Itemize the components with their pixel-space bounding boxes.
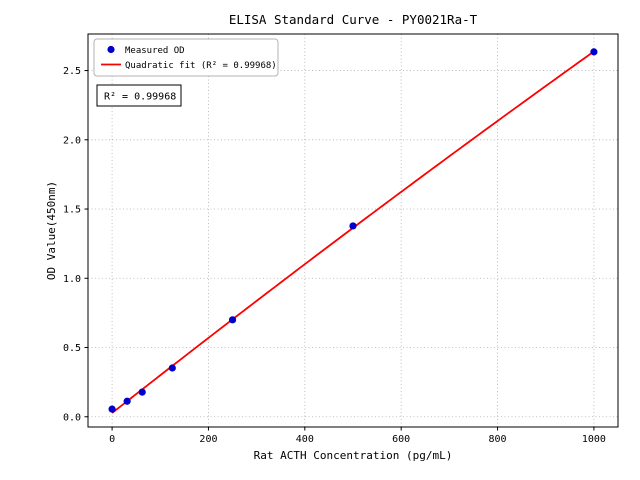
- x-tick-label: 0: [109, 434, 115, 445]
- chart-title: ELISA Standard Curve - PY0021Ra-T: [229, 12, 478, 27]
- x-tick-label: 400: [296, 434, 314, 445]
- measured-od-point: [168, 364, 176, 372]
- x-tick-label: 600: [392, 434, 410, 445]
- legend-box: [93, 38, 279, 77]
- r-squared-annotation-box: [96, 84, 182, 107]
- measured-od-point: [123, 397, 131, 405]
- legend-label-quadratic-fit: Quadratic fit (R² = 0.99968): [125, 61, 277, 71]
- legend-label-measured-od: Measured OD: [125, 46, 185, 56]
- y-axis-label: OD Value(450nm): [45, 181, 58, 280]
- measured-od-point: [228, 316, 237, 324]
- measured-od-point: [138, 388, 146, 396]
- r-squared-annotation-text: R² = 0.99968: [104, 92, 176, 103]
- y-tick-label: 0.0: [63, 412, 81, 423]
- measured-od-point: [590, 48, 598, 56]
- x-tick-label: 1000: [582, 434, 606, 445]
- plot-border: [87, 33, 619, 428]
- legend-marker-measured-od: [107, 45, 115, 54]
- measured-od-point: [349, 222, 357, 230]
- y-tick-label: 2.5: [63, 66, 81, 77]
- x-tick-label: 200: [199, 434, 217, 445]
- y-tick-label: 0.5: [63, 343, 81, 354]
- x-axis-label: Rat ACTH Concentration (pg/mL): [254, 449, 453, 462]
- measured-od-point: [108, 405, 116, 413]
- y-tick-label: 1.5: [63, 205, 81, 216]
- y-tick-label: 2.0: [63, 135, 81, 146]
- y-tick-label: 1.0: [63, 274, 81, 285]
- x-tick-label: 800: [489, 434, 507, 445]
